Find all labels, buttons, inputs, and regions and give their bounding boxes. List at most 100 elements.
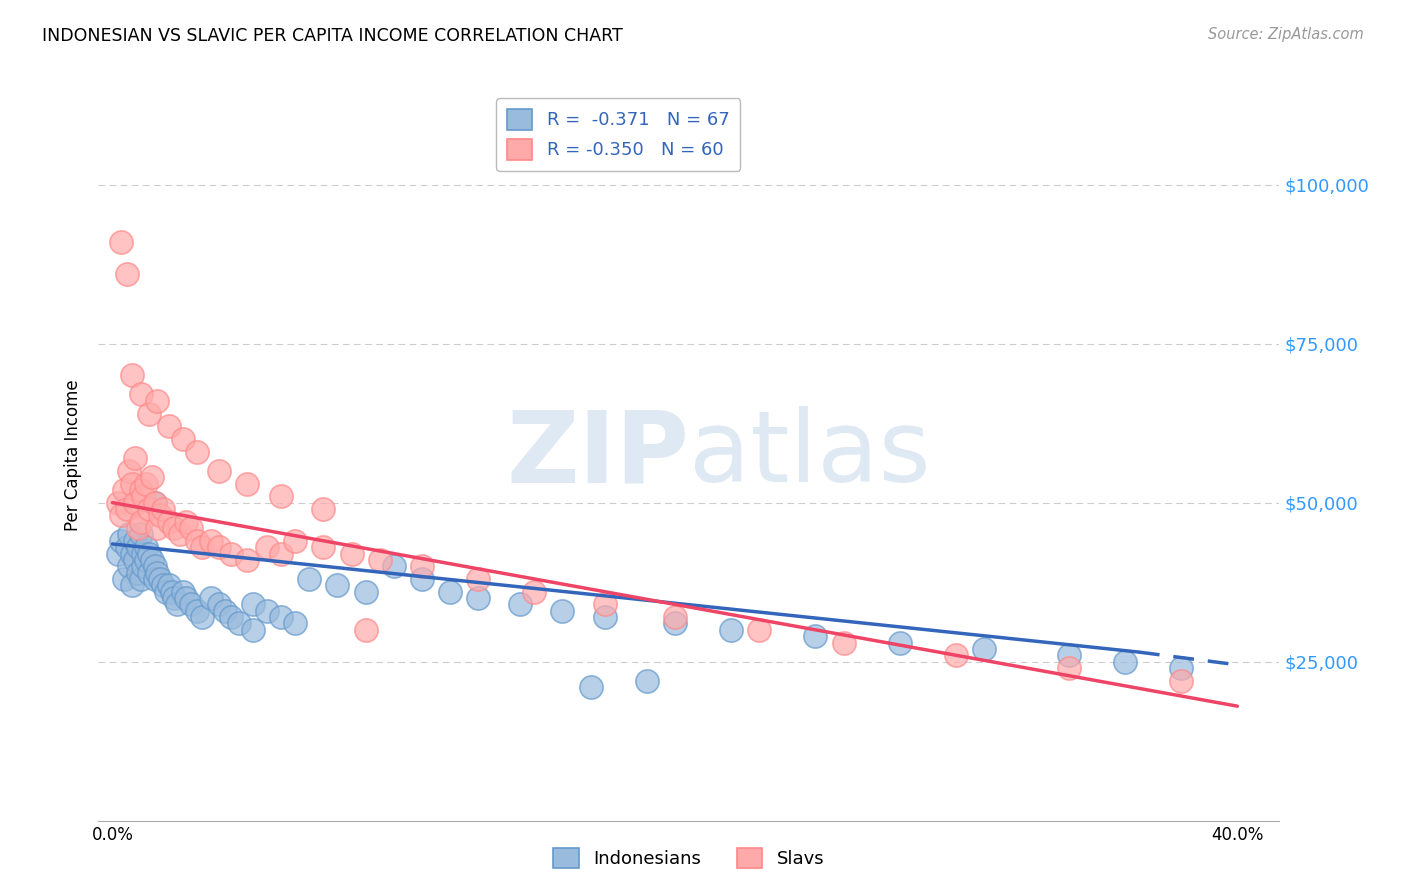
Point — [523, 584, 546, 599]
Point — [284, 533, 307, 548]
Point — [832, 635, 855, 649]
Point — [118, 527, 141, 541]
Point — [157, 515, 180, 529]
Point — [112, 483, 135, 497]
Point — [115, 540, 138, 554]
Point — [143, 559, 166, 574]
Y-axis label: Per Capita Income: Per Capita Income — [65, 379, 83, 531]
Point — [124, 451, 146, 466]
Text: atlas: atlas — [689, 407, 931, 503]
Point — [270, 489, 292, 503]
Point — [110, 508, 132, 523]
Point — [242, 623, 264, 637]
Point — [138, 502, 160, 516]
Point — [298, 572, 321, 586]
Point — [166, 598, 188, 612]
Point — [720, 623, 742, 637]
Point — [208, 540, 231, 554]
Point — [1170, 673, 1192, 688]
Point — [141, 470, 163, 484]
Point — [889, 635, 911, 649]
Point — [191, 540, 214, 554]
Point — [127, 521, 149, 535]
Point — [112, 572, 135, 586]
Point — [135, 540, 157, 554]
Point — [973, 641, 995, 656]
Point — [138, 547, 160, 561]
Point — [270, 610, 292, 624]
Point — [141, 553, 163, 567]
Point — [636, 673, 658, 688]
Point — [163, 521, 186, 535]
Point — [593, 598, 616, 612]
Point — [121, 547, 143, 561]
Point — [467, 591, 489, 605]
Point — [340, 547, 363, 561]
Point — [149, 508, 172, 523]
Point — [110, 533, 132, 548]
Point — [509, 598, 531, 612]
Point — [121, 368, 143, 383]
Point — [593, 610, 616, 624]
Point — [186, 444, 208, 458]
Point — [163, 591, 186, 605]
Point — [236, 476, 259, 491]
Point — [748, 623, 770, 637]
Point — [368, 553, 391, 567]
Point — [579, 680, 602, 694]
Point — [107, 495, 129, 509]
Point — [200, 533, 222, 548]
Point — [208, 464, 231, 478]
Point — [1057, 648, 1080, 663]
Point — [146, 521, 169, 535]
Point — [135, 553, 157, 567]
Point — [312, 540, 335, 554]
Point — [1057, 661, 1080, 675]
Point — [135, 476, 157, 491]
Point — [354, 584, 377, 599]
Point — [236, 553, 259, 567]
Point — [155, 584, 177, 599]
Point — [411, 572, 433, 586]
Point — [312, 502, 335, 516]
Point — [152, 502, 174, 516]
Point — [143, 572, 166, 586]
Point — [121, 476, 143, 491]
Point — [256, 604, 278, 618]
Point — [551, 604, 574, 618]
Point — [172, 584, 194, 599]
Point — [256, 540, 278, 554]
Point — [214, 604, 236, 618]
Point — [129, 572, 152, 586]
Point — [160, 584, 183, 599]
Point — [1170, 661, 1192, 675]
Point — [467, 572, 489, 586]
Point — [143, 495, 166, 509]
Point — [439, 584, 461, 599]
Point — [124, 533, 146, 548]
Point — [107, 547, 129, 561]
Point — [118, 559, 141, 574]
Point — [242, 598, 264, 612]
Point — [132, 547, 155, 561]
Point — [191, 610, 214, 624]
Point — [124, 495, 146, 509]
Text: Source: ZipAtlas.com: Source: ZipAtlas.com — [1208, 27, 1364, 42]
Point — [270, 547, 292, 561]
Point — [186, 533, 208, 548]
Point — [219, 610, 242, 624]
Point — [354, 623, 377, 637]
Text: INDONESIAN VS SLAVIC PER CAPITA INCOME CORRELATION CHART: INDONESIAN VS SLAVIC PER CAPITA INCOME C… — [42, 27, 623, 45]
Point — [143, 495, 166, 509]
Point — [146, 393, 169, 408]
Point — [664, 616, 686, 631]
Point — [149, 572, 172, 586]
Point — [129, 387, 152, 401]
Point — [157, 578, 180, 592]
Point — [129, 515, 152, 529]
Legend: Indonesians, Slavs: Indonesians, Slavs — [544, 838, 834, 878]
Point — [174, 515, 197, 529]
Point — [132, 489, 155, 503]
Point — [200, 591, 222, 605]
Point — [284, 616, 307, 631]
